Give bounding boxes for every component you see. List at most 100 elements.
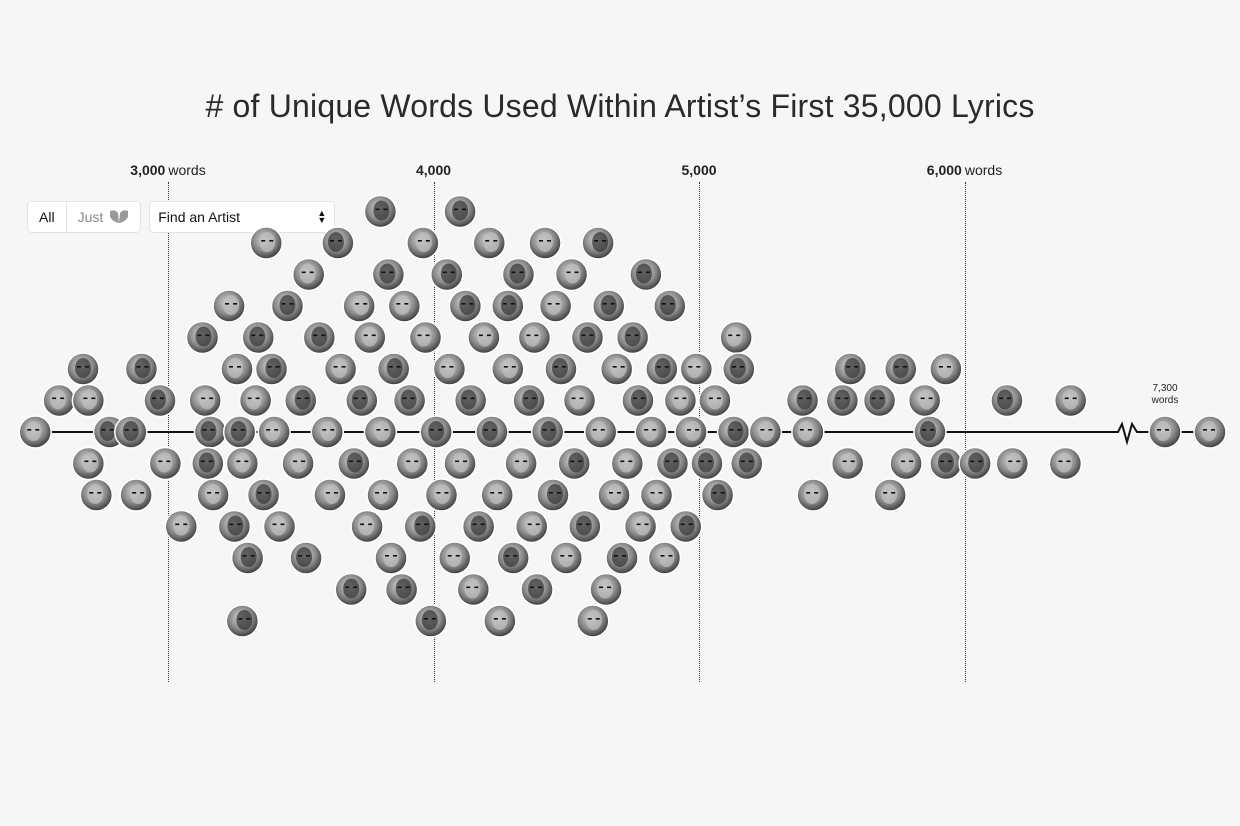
- artist-point[interactable]: [825, 383, 860, 418]
- artist-point[interactable]: [621, 383, 655, 418]
- artist-point[interactable]: [334, 572, 368, 607]
- artist-point[interactable]: [570, 320, 605, 355]
- artist-point[interactable]: [392, 383, 427, 418]
- artist-point[interactable]: [700, 478, 735, 512]
- artist-point[interactable]: [281, 446, 315, 481]
- artist-point[interactable]: [1148, 415, 1182, 449]
- artist-point[interactable]: [698, 383, 732, 418]
- artist-point[interactable]: [512, 383, 546, 418]
- artist-point[interactable]: [1053, 383, 1088, 418]
- artist-point[interactable]: [456, 572, 491, 607]
- artist-point[interactable]: [576, 604, 610, 638]
- artist-point[interactable]: [634, 415, 668, 449]
- artist-point[interactable]: [257, 415, 291, 449]
- artist-point[interactable]: [907, 383, 942, 418]
- artist-point[interactable]: [913, 415, 947, 449]
- artist-point[interactable]: [655, 446, 690, 481]
- artist-point[interactable]: [432, 352, 467, 386]
- artist-point[interactable]: [66, 352, 100, 386]
- artist-point[interactable]: [371, 257, 406, 292]
- artist-point[interactable]: [291, 257, 326, 292]
- artist-point[interactable]: [437, 541, 472, 575]
- artist-point[interactable]: [830, 446, 865, 481]
- artist-point[interactable]: [225, 604, 260, 638]
- artist-point[interactable]: [472, 226, 507, 260]
- artist-point[interactable]: [467, 320, 501, 355]
- artist-point[interactable]: [119, 478, 153, 512]
- artist-point[interactable]: [791, 415, 825, 449]
- artist-point[interactable]: [79, 478, 114, 512]
- artist-point[interactable]: [889, 446, 923, 481]
- artist-point[interactable]: [475, 415, 509, 449]
- artist-point[interactable]: [679, 352, 714, 386]
- artist-point[interactable]: [668, 509, 703, 544]
- artist-point[interactable]: [517, 320, 552, 355]
- artist-point[interactable]: [424, 478, 459, 512]
- artist-point[interactable]: [414, 604, 448, 638]
- artist-point[interactable]: [748, 415, 783, 449]
- artist-point[interactable]: [480, 478, 514, 512]
- artist-point[interactable]: [345, 383, 379, 418]
- artist-point[interactable]: [647, 541, 682, 575]
- artist-point[interactable]: [690, 446, 724, 481]
- artist-point[interactable]: [491, 352, 525, 386]
- artist-point[interactable]: [289, 541, 323, 575]
- artist-point[interactable]: [196, 478, 230, 512]
- toggle-all-button[interactable]: All: [39, 209, 55, 225]
- artist-point[interactable]: [220, 352, 254, 386]
- artist-point[interactable]: [164, 509, 199, 544]
- artist-point[interactable]: [217, 509, 252, 544]
- artist-point[interactable]: [599, 352, 634, 386]
- artist-point[interactable]: [310, 415, 345, 449]
- artist-point[interactable]: [353, 320, 387, 355]
- artist-point[interactable]: [71, 446, 106, 481]
- artist-point[interactable]: [71, 383, 106, 418]
- artist-point[interactable]: [929, 446, 963, 481]
- artist-point[interactable]: [719, 320, 753, 355]
- artist-point[interactable]: [1048, 446, 1083, 481]
- artist-point[interactable]: [124, 352, 159, 386]
- artist-point[interactable]: [615, 320, 650, 355]
- artist-point[interactable]: [443, 446, 477, 481]
- artist-point[interactable]: [629, 257, 663, 292]
- artist-point[interactable]: [716, 415, 751, 449]
- artist-point[interactable]: [342, 289, 376, 323]
- artist-point[interactable]: [114, 415, 148, 449]
- artist-point[interactable]: [929, 352, 963, 386]
- artist-point[interactable]: [995, 446, 1030, 481]
- artist-point[interactable]: [374, 541, 408, 575]
- artist-point[interactable]: [249, 226, 283, 260]
- artist-point[interactable]: [528, 226, 562, 260]
- artist-point[interactable]: [568, 509, 602, 544]
- artist-point[interactable]: [730, 446, 764, 481]
- artist-point[interactable]: [873, 478, 907, 512]
- artist-point[interactable]: [785, 383, 820, 418]
- artist-point[interactable]: [538, 289, 573, 323]
- artist-point[interactable]: [589, 572, 623, 607]
- artist-point[interactable]: [645, 352, 679, 386]
- artist-point[interactable]: [238, 383, 273, 418]
- artist-point[interactable]: [496, 541, 530, 575]
- artist-point[interactable]: [501, 257, 536, 292]
- artist-point[interactable]: [663, 383, 698, 418]
- artist-point[interactable]: [536, 478, 570, 512]
- artist-point[interactable]: [376, 352, 411, 386]
- artist-point[interactable]: [18, 415, 52, 449]
- artist-point[interactable]: [363, 194, 398, 229]
- artist-point[interactable]: [42, 383, 76, 418]
- artist-point[interactable]: [254, 352, 289, 386]
- artist-point[interactable]: [722, 352, 756, 386]
- artist-point[interactable]: [241, 320, 276, 355]
- artist-point[interactable]: [212, 289, 246, 323]
- artist-point[interactable]: [321, 226, 355, 260]
- artist-point[interactable]: [544, 352, 578, 386]
- artist-point[interactable]: [230, 541, 265, 575]
- artist-point[interactable]: [193, 415, 228, 449]
- artist-point[interactable]: [284, 383, 318, 418]
- artist-point[interactable]: [363, 415, 398, 449]
- artist-point[interactable]: [384, 572, 419, 607]
- artist-point[interactable]: [270, 289, 305, 323]
- artist-point[interactable]: [639, 478, 674, 512]
- artist-point[interactable]: [366, 478, 400, 512]
- artist-point[interactable]: [453, 383, 488, 418]
